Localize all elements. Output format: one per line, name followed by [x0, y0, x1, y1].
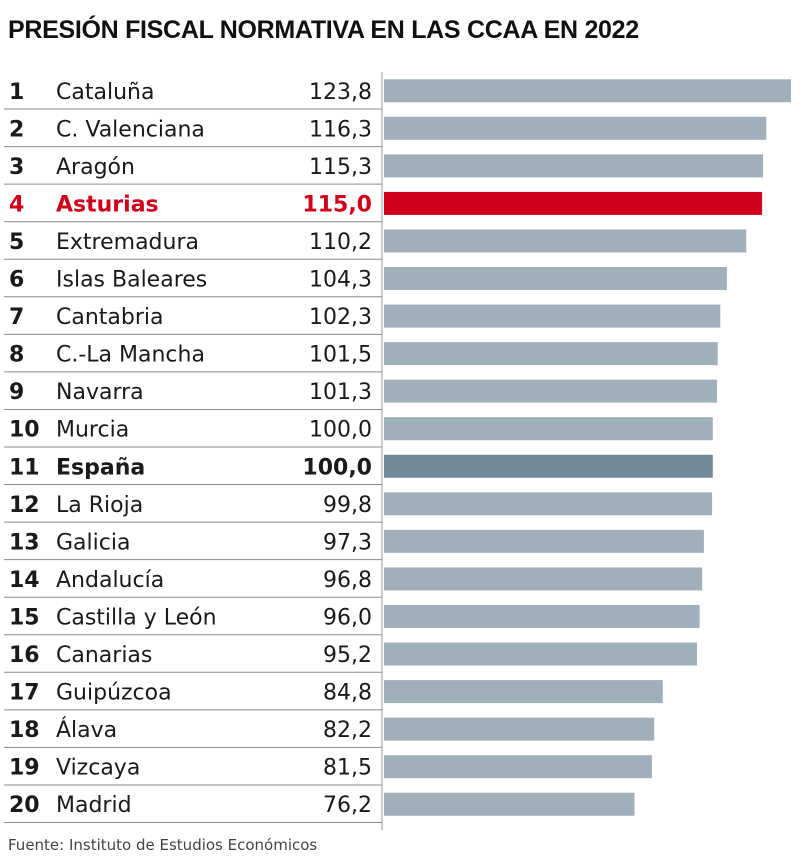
- region-label: Castilla y León: [56, 605, 217, 630]
- region-label: Islas Baleares: [56, 268, 207, 293]
- value-label: 102,3: [309, 305, 372, 330]
- value-label: 101,3: [309, 380, 372, 405]
- region-label: Guipúzcoa: [56, 681, 172, 706]
- bar: [384, 792, 635, 816]
- region-label: Extremadura: [56, 230, 199, 255]
- rank-label: 18: [9, 718, 40, 743]
- rank-label: 14: [9, 568, 40, 593]
- value-label: 110,2: [309, 230, 372, 255]
- region-label: Aragón: [56, 155, 135, 180]
- region-label: Vizcaya: [56, 756, 140, 781]
- rank-label: 1: [9, 80, 24, 105]
- value-label: 76,2: [323, 793, 372, 818]
- rank-label: 11: [9, 455, 40, 480]
- rank-label: 13: [9, 530, 40, 555]
- bar: [384, 417, 713, 441]
- value-label: 96,0: [323, 605, 372, 630]
- value-label: 82,2: [323, 718, 372, 743]
- region-label: Cataluña: [56, 80, 154, 105]
- value-label: 101,5: [309, 343, 372, 368]
- rank-label: 5: [9, 230, 24, 255]
- bar: [384, 191, 763, 215]
- source-note: Fuente: Instituto de Estudios Económicos: [8, 836, 318, 854]
- bar: [384, 567, 703, 591]
- rank-label: 20: [9, 793, 40, 818]
- bar: [384, 267, 727, 291]
- bar: [384, 154, 764, 178]
- rank-label: 19: [9, 756, 40, 781]
- value-label: 81,5: [323, 756, 372, 781]
- rank-label: 12: [9, 493, 40, 518]
- region-label: La Rioja: [56, 493, 143, 518]
- region-label: C. Valenciana: [56, 117, 205, 142]
- bar: [384, 717, 655, 741]
- value-label: 97,3: [323, 530, 372, 555]
- rank-label: 6: [9, 268, 24, 293]
- value-label: 123,8: [309, 80, 372, 105]
- value-label: 84,8: [323, 681, 372, 706]
- rank-label: 10: [9, 418, 40, 443]
- bar: [384, 680, 663, 704]
- rank-label: 7: [9, 305, 24, 330]
- bar: [384, 379, 717, 403]
- value-label: 99,8: [323, 493, 372, 518]
- bar: [384, 454, 713, 478]
- value-label: 100,0: [302, 455, 372, 480]
- bar: [384, 604, 700, 628]
- bar: [384, 79, 791, 103]
- region-label: Galicia: [56, 530, 130, 555]
- value-label: 95,2: [323, 643, 372, 668]
- region-label: Álava: [56, 717, 117, 743]
- bar: [384, 642, 697, 666]
- value-label: 116,3: [309, 117, 372, 142]
- region-label: España: [56, 455, 145, 480]
- value-label: 115,0: [302, 192, 372, 217]
- chart-title: PRESIÓN FISCAL NORMATIVA EN LAS CCAA EN …: [8, 16, 639, 44]
- bar: [384, 116, 767, 140]
- rank-label: 2: [9, 117, 24, 142]
- rank-label: 17: [9, 681, 40, 706]
- value-label: 96,8: [323, 568, 372, 593]
- value-label: 104,3: [309, 268, 372, 293]
- bar: [384, 492, 713, 516]
- bar-chart: 1 Cataluña 123,8 2 C. Valenciana 116,3 3 Aragón…: [4, 72, 791, 830]
- bar: [384, 229, 747, 253]
- bar: [384, 755, 652, 779]
- rank-label: 3: [9, 155, 24, 180]
- rank-label: 4: [9, 192, 24, 217]
- region-label: Asturias: [56, 192, 159, 217]
- value-label: 100,0: [309, 418, 372, 443]
- region-label: Murcia: [56, 418, 129, 443]
- region-label: Andalucía: [56, 568, 164, 593]
- region-label: Navarra: [56, 380, 144, 405]
- value-label: 115,3: [309, 155, 372, 180]
- region-label: C.-La Mancha: [56, 343, 205, 368]
- region-label: Canarias: [56, 643, 152, 668]
- bar: [384, 529, 704, 553]
- bar: [384, 304, 721, 328]
- region-label: Madrid: [56, 793, 132, 818]
- rank-label: 15: [9, 605, 40, 630]
- rank-label: 8: [9, 343, 24, 368]
- rank-label: 16: [9, 643, 40, 668]
- rank-label: 9: [9, 380, 24, 405]
- region-label: Cantabria: [56, 305, 164, 330]
- bar: [384, 342, 718, 366]
